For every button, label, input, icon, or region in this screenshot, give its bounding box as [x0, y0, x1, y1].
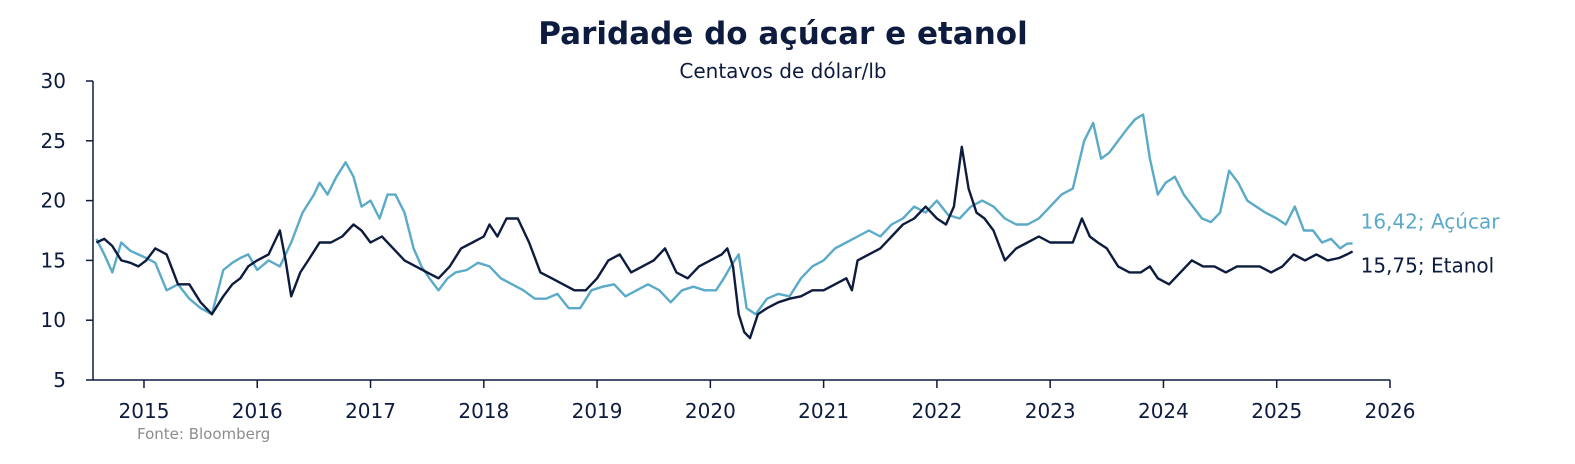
- source-note: Fonte: Bloomberg: [137, 425, 270, 443]
- x-tick-label: 2023: [1025, 399, 1076, 423]
- x-tick-label: 2019: [572, 399, 623, 423]
- x-tick-label: 2017: [345, 399, 396, 423]
- end-label-etanol: 15,75; Etanol: [1361, 253, 1495, 277]
- x-tick-label: 2016: [232, 399, 283, 423]
- x-tick-label: 2020: [685, 399, 736, 423]
- end-labels: 16,42; Açúcar 15,75; Etanol: [1361, 209, 1501, 277]
- end-label-acar: 16,42; Açúcar: [1361, 209, 1501, 233]
- x-tick-label: 2024: [1138, 399, 1189, 423]
- x-tick-label: 2015: [119, 399, 170, 423]
- x-tick-label: 2021: [798, 399, 849, 423]
- y-axis: 5 10 15 20 25 30: [41, 69, 94, 392]
- x-tick-label: 2025: [1251, 399, 1302, 423]
- y-tick-label: 15: [41, 248, 66, 272]
- x-tick-label: 2026: [1365, 399, 1416, 423]
- y-tick-label: 20: [41, 189, 66, 213]
- series-line-acar: [95, 113, 1353, 316]
- y-tick-label: 10: [41, 308, 66, 332]
- x-axis: 2015 2016 2017 2018 2019 2020 2021 2022 2023 2024…: [93, 379, 1416, 423]
- x-tick-label: 2018: [458, 399, 509, 423]
- series-layer: [95, 113, 1354, 340]
- chart-subtitle: Centavos de dólar/lb: [679, 59, 886, 83]
- y-tick-label: 25: [41, 129, 66, 153]
- chart-title: Paridade do açúcar e etanol: [538, 16, 1027, 52]
- y-tick-label: 5: [53, 368, 66, 392]
- y-tick-label: 30: [41, 69, 66, 93]
- x-tick-label: 2022: [911, 399, 962, 423]
- series-line-etanol: [95, 145, 1354, 340]
